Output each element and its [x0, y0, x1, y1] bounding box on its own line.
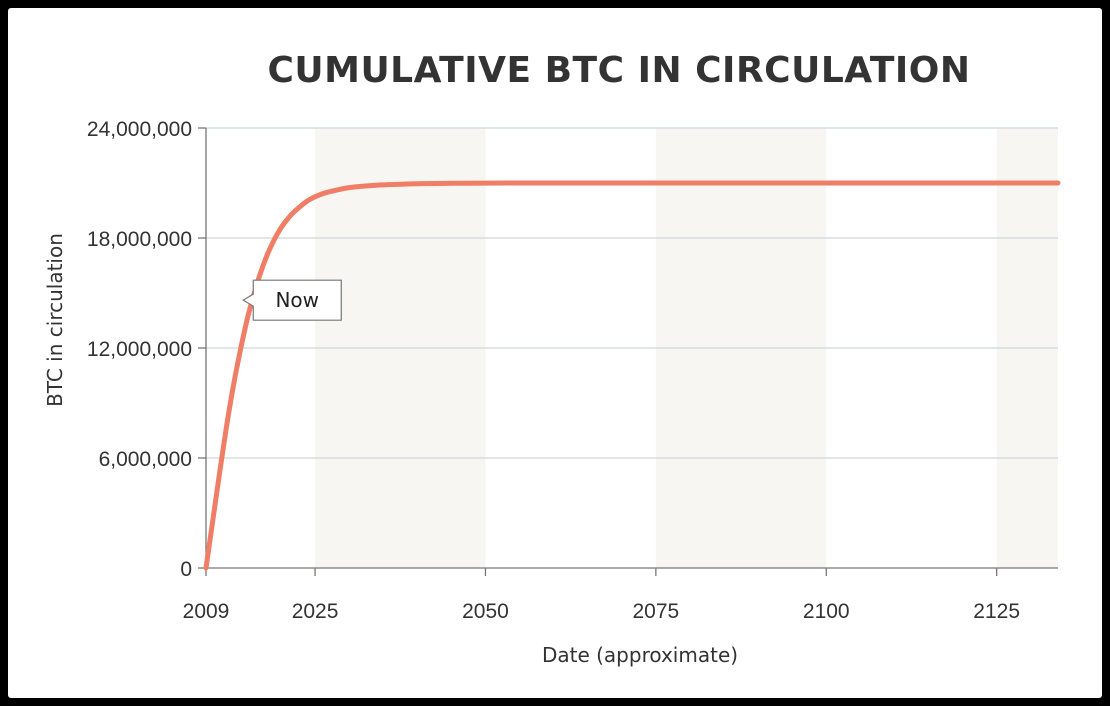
series-line [203, 180, 1061, 571]
annotation-now: Now [242, 279, 342, 321]
grid-lines [206, 127, 1058, 459]
x-tick-label-0: 2009 [183, 600, 230, 623]
y-tick-label-3: 18,000,000 [87, 228, 192, 251]
x-axis-label: Date (approximate) [542, 643, 738, 667]
x-tick-label-2: 2050 [462, 600, 509, 623]
chart-card [8, 8, 1102, 698]
annotation-text: Now [275, 288, 319, 312]
chart-title: CUMULATIVE BTC IN CIRCULATION [267, 50, 971, 91]
y-tick-label-0: 0 [180, 558, 192, 581]
x-tick-label-1: 2025 [292, 600, 339, 623]
x-tick-label-3: 2075 [632, 600, 679, 623]
x-tick-label-5: 2125 [973, 600, 1020, 623]
x-tick-label-4: 2100 [803, 600, 850, 623]
y-axis-label: BTC in circulation [43, 233, 67, 407]
y-tick-label-2: 12,000,000 [87, 338, 192, 361]
x-axis-ticks: 2009 2025 2050 2075 2100 2125 [183, 568, 1020, 623]
y-tick-label-1: 6,000,000 [99, 448, 192, 471]
y-tick-label-4: 24,000,000 [87, 118, 192, 141]
annotation-box [242, 279, 342, 321]
y-axis-ticks: 0 6,000,000 12,000,000 18,000,000 24,000,000 [87, 118, 206, 581]
